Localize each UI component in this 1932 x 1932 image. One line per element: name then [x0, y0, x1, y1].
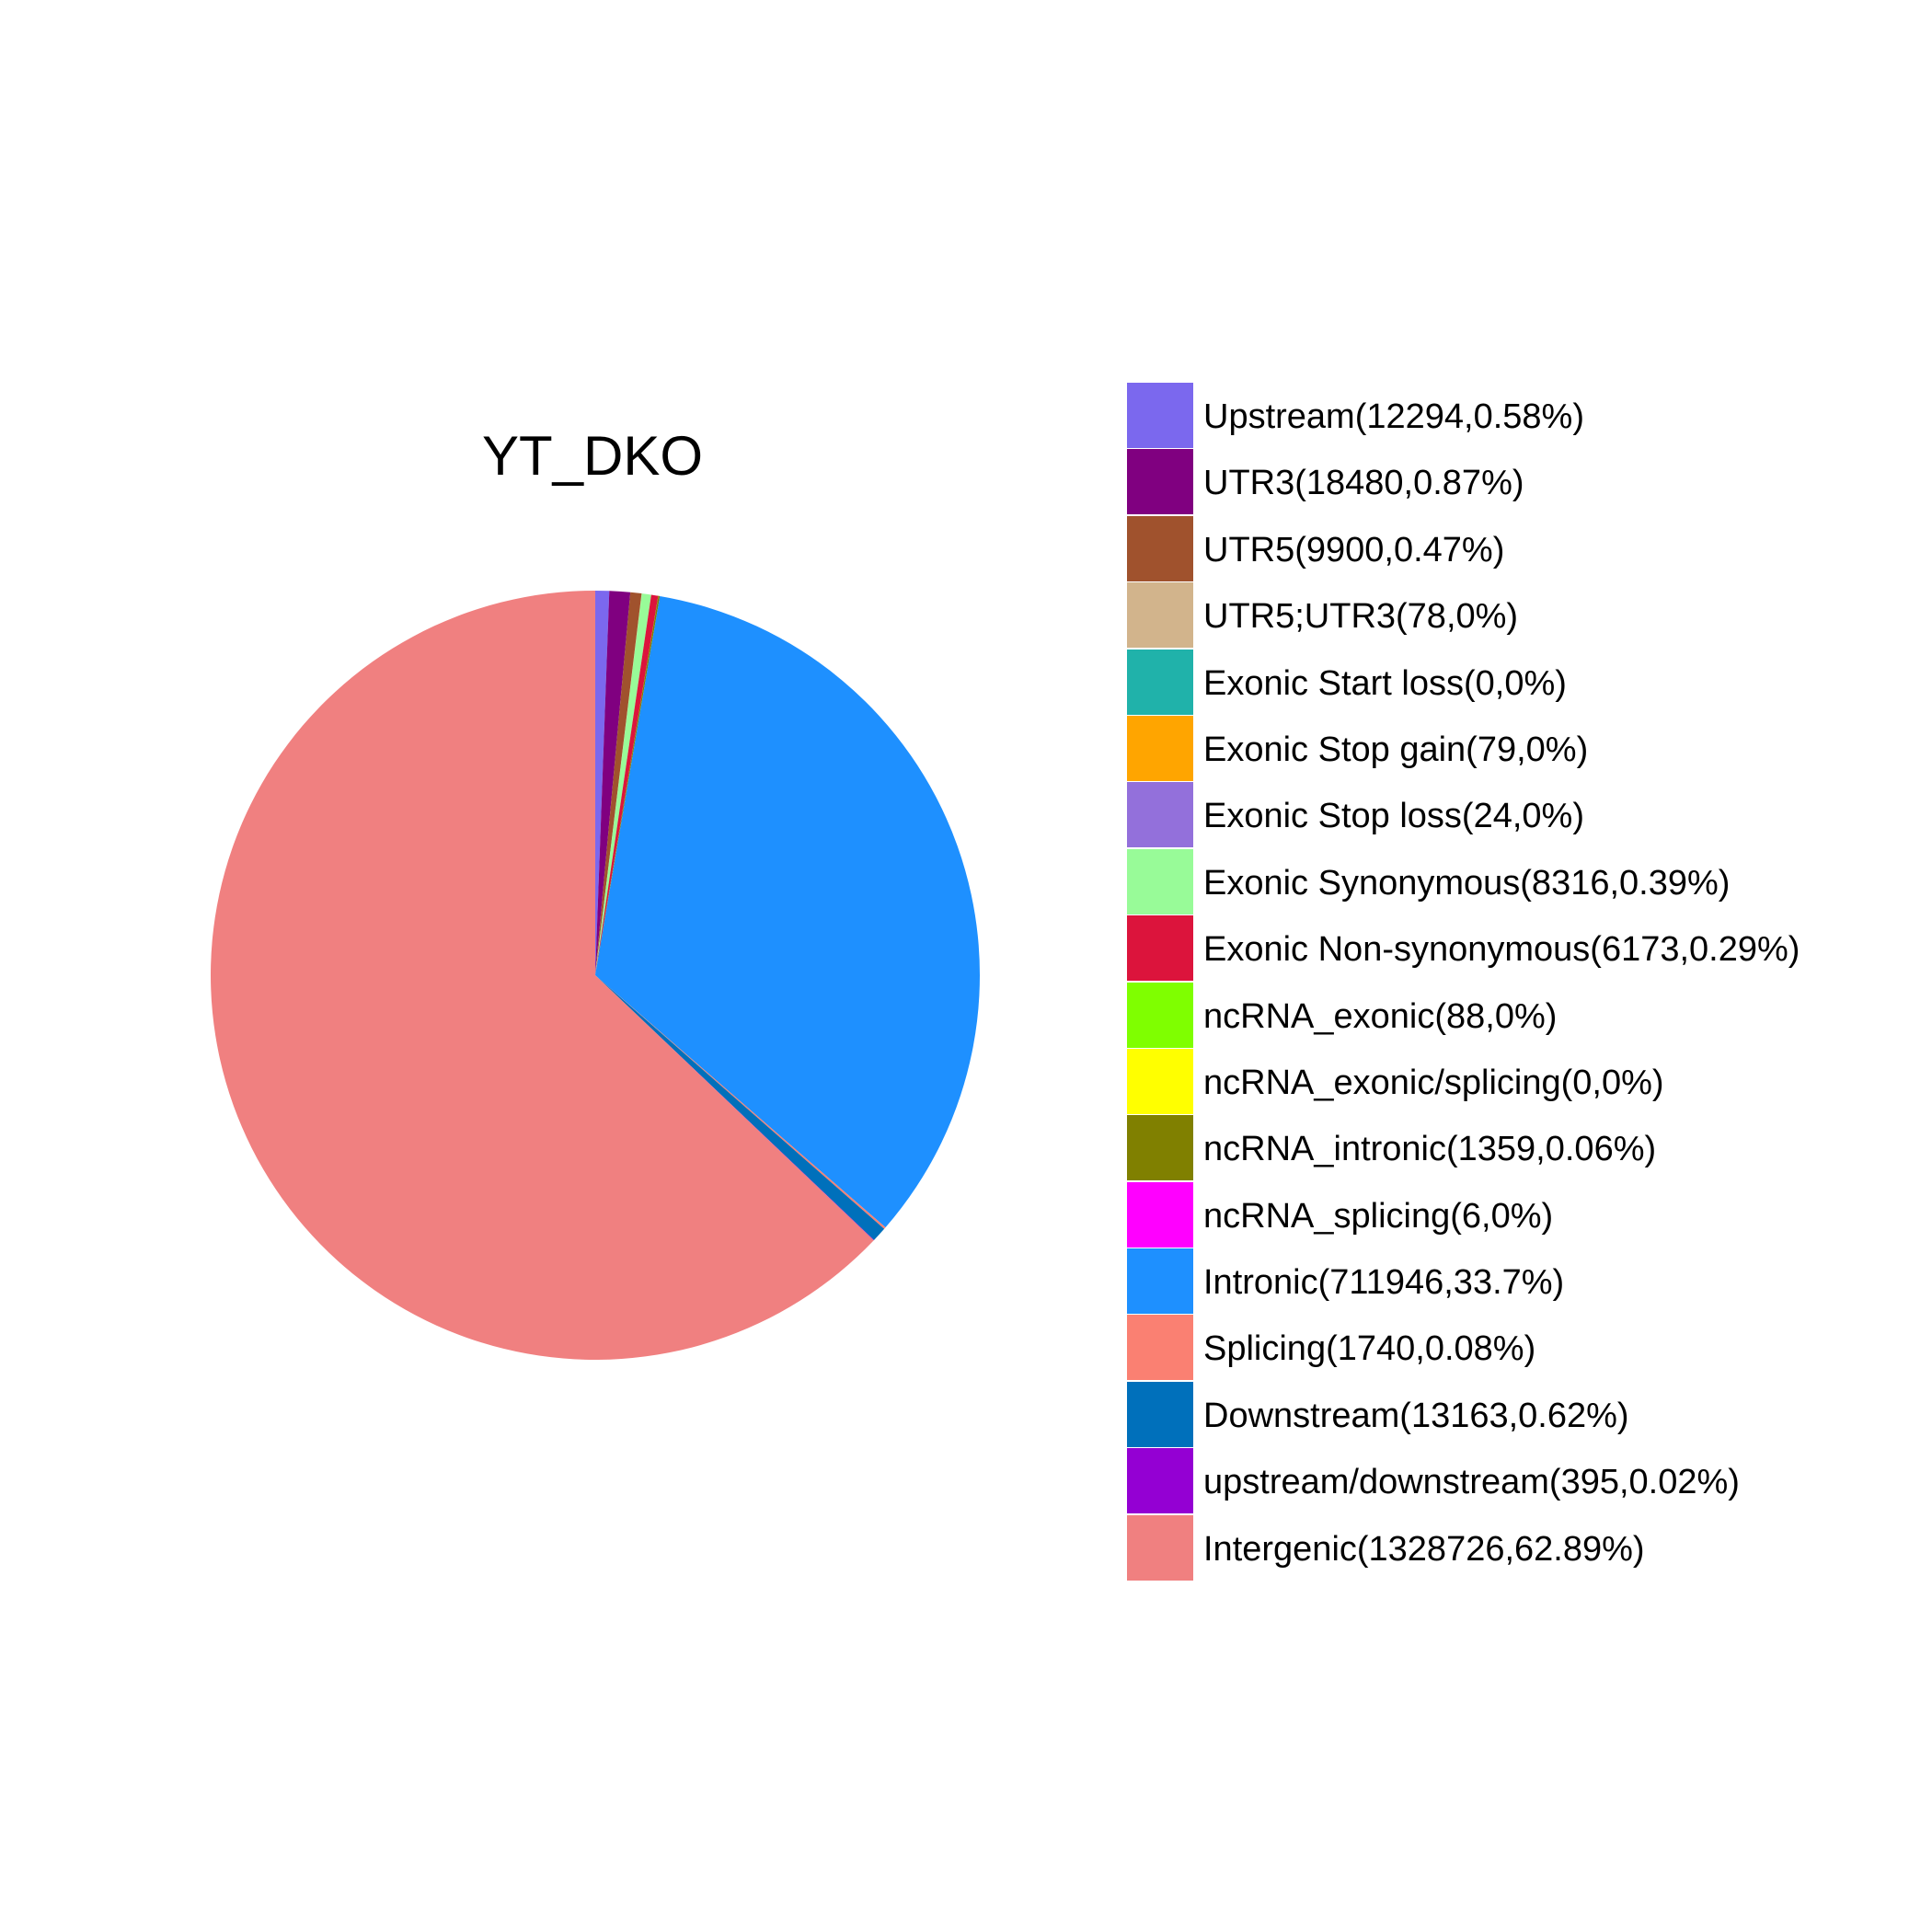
legend-swatch — [1127, 1448, 1193, 1515]
legend-label: Upstream(12294,0.58%) — [1203, 397, 1584, 436]
legend-label: ncRNA_intronic(1359,0.06%) — [1203, 1130, 1657, 1169]
pie-slice-exonic-stop-gain — [595, 593, 642, 975]
legend-label: Exonic Stop loss(24,0%) — [1203, 797, 1584, 836]
legend-swatch — [1127, 1181, 1193, 1248]
legend-swatch — [1127, 1248, 1193, 1316]
pie-slice-utr5 — [595, 592, 642, 975]
legend-label: Intergenic(1328726,62.89%) — [1203, 1529, 1645, 1569]
pie-slice-downstream — [595, 975, 885, 1240]
legend-label: ncRNA_exonic/splicing(0,0%) — [1203, 1063, 1664, 1102]
legend-swatch — [1127, 1514, 1193, 1581]
legend-swatch — [1127, 715, 1193, 782]
legend-label: Exonic Stop gain(79,0%) — [1203, 730, 1589, 769]
pie-slice-exonic-synonymous — [595, 593, 651, 975]
legend-swatch — [1127, 383, 1193, 449]
legend-label: Intronic(711946,33.7%) — [1203, 1263, 1565, 1303]
pie-slice-utr3 — [595, 591, 631, 975]
pie-slice-upstream-downstream — [595, 975, 875, 1241]
legend-label: upstream/downstream(395,0.02%) — [1203, 1463, 1740, 1502]
legend-swatch — [1127, 982, 1193, 1049]
pie-slice-splicing — [595, 975, 886, 1229]
legend-label: ncRNA_exonic(88,0%) — [1203, 996, 1558, 1036]
legend-label: Exonic Synonymous(8316,0.39%) — [1203, 863, 1731, 903]
legend-swatch — [1127, 449, 1193, 516]
legend-label: UTR5(9900,0.47%) — [1203, 530, 1505, 569]
pie-slice-ncrna-exonic — [595, 595, 659, 975]
pie-slice-upstream — [595, 591, 610, 975]
legend-swatch — [1127, 1048, 1193, 1115]
pie-slice-exonic-stop-loss — [595, 593, 642, 975]
legend-label: Exonic Non-synonymous(6173,0.29%) — [1203, 930, 1800, 970]
legend-label: Downstream(13163,0.62%) — [1203, 1396, 1629, 1435]
legend-swatch — [1127, 515, 1193, 582]
pie-slice-ncrna-splicing — [595, 595, 661, 975]
legend-swatch — [1127, 1315, 1193, 1382]
legend-swatch — [1127, 915, 1193, 983]
legend-swatch — [1127, 649, 1193, 716]
legend-label: ncRNA_splicing(6,0%) — [1203, 1196, 1554, 1236]
pie-slice-intergenic — [210, 591, 874, 1360]
pie-slice-utr5-utr3 — [595, 593, 642, 975]
legend-label: UTR5;UTR3(78,0%) — [1203, 597, 1519, 637]
legend-swatch — [1127, 782, 1193, 849]
legend-swatch — [1127, 1115, 1193, 1182]
pie-slice-exonic-non-synonymous — [595, 594, 659, 975]
legend-label: UTR3(18480,0.87%) — [1203, 464, 1524, 503]
legend-label: Splicing(1740,0.08%) — [1203, 1329, 1536, 1369]
pie-slice-ncrna-intronic — [595, 595, 661, 975]
pie-slice-intronic — [595, 595, 980, 1228]
legend-swatch — [1127, 848, 1193, 915]
legend-label: Exonic Start loss(0,0%) — [1203, 663, 1567, 703]
chart-title: YT_DKO — [481, 425, 704, 487]
legend-swatch — [1127, 582, 1193, 650]
legend-swatch — [1127, 1381, 1193, 1448]
